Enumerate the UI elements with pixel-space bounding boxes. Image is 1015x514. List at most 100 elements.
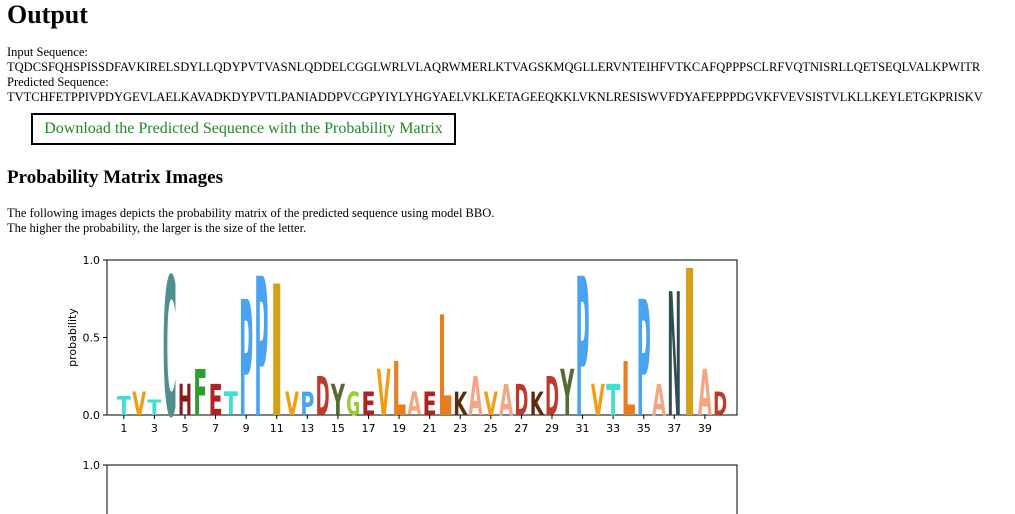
logo-letter: G xyxy=(346,386,360,423)
logo-letter: A xyxy=(407,386,421,423)
x-tick-label: 39 xyxy=(698,422,712,435)
x-tick-label: 9 xyxy=(243,422,250,435)
predicted-label: Predicted Sequence: xyxy=(7,75,109,89)
logo-column: I xyxy=(270,249,284,458)
logo-letter: H xyxy=(178,375,192,425)
logo-column: P xyxy=(576,240,590,461)
logo-column: L xyxy=(392,345,406,432)
logo-letter: Y xyxy=(330,375,345,425)
logo-column: D xyxy=(713,386,727,423)
logo-letter: A xyxy=(469,367,483,428)
x-tick-label: 13 xyxy=(300,422,314,435)
input-sequence: TQDCSFQHSPISSDFAVKIRELSDYLLQDYPVTVASNLQD… xyxy=(7,60,981,74)
section-title: Probability Matrix Images xyxy=(7,167,224,188)
predicted-sequence: TVTCHFETPPIVPDYGEVLAELKAVADKDYPVTLPANIAD… xyxy=(7,90,983,104)
logo-letter: D xyxy=(713,386,727,423)
x-tick-label: 33 xyxy=(606,422,620,435)
logo-column: L xyxy=(438,288,452,449)
logo-column: N xyxy=(667,258,681,456)
logo-column: V xyxy=(591,375,605,425)
logo-letter: P xyxy=(576,240,590,461)
logo-letter: V xyxy=(285,386,299,423)
logo-column: H xyxy=(178,375,192,425)
logo-column: A xyxy=(698,357,712,431)
logo-letter: V xyxy=(377,357,391,431)
logo-column: D xyxy=(545,367,559,428)
logo-letter: I xyxy=(270,249,284,458)
logo-letter: C xyxy=(163,240,177,461)
logo-column: V xyxy=(132,386,146,423)
logo-letter: L xyxy=(392,345,406,432)
logo-column: V xyxy=(285,386,299,423)
logo-letter: P xyxy=(300,386,314,423)
logo-column: A xyxy=(407,386,421,423)
input-label: Input Sequence: xyxy=(7,45,88,59)
x-tick-label: 29 xyxy=(545,422,559,435)
x-tick-label: 25 xyxy=(484,422,498,435)
logo-column: D xyxy=(514,375,528,425)
logo-column: F xyxy=(193,357,207,431)
logo-letter: A xyxy=(652,375,666,425)
x-tick-label: 7 xyxy=(212,422,219,435)
logo-letter: D xyxy=(545,367,559,428)
logo-letter: D xyxy=(316,367,330,428)
y-tick-label: 1.0 xyxy=(83,459,101,472)
logo-letter: T xyxy=(147,395,161,420)
logo-letter: V xyxy=(484,386,498,423)
logo-column: V xyxy=(377,357,391,431)
logo-column: T xyxy=(606,375,620,425)
download-button[interactable]: Download the Predicted Sequence with the… xyxy=(31,113,456,145)
logo-letter: L xyxy=(621,345,635,432)
logo-column: E xyxy=(423,386,437,423)
x-tick-label: 21 xyxy=(423,422,437,435)
logo-column: I xyxy=(683,240,697,463)
logo-letter: K xyxy=(453,386,468,423)
logo-column: Y xyxy=(560,357,575,431)
logo-letter: V xyxy=(591,375,605,425)
logo-column: T xyxy=(117,393,131,422)
x-tick-label: 23 xyxy=(453,422,467,435)
logo-column: T xyxy=(224,386,238,423)
x-tick-label: 1 xyxy=(120,422,127,435)
logo-letter: E xyxy=(423,386,437,423)
logo-column: A xyxy=(499,375,513,425)
logo-letter: P xyxy=(254,240,268,461)
logo-letter: I xyxy=(683,240,697,463)
logo-column: L xyxy=(621,345,635,432)
page-title: Output xyxy=(7,0,88,29)
logo-column: G xyxy=(346,386,360,423)
logo-column: P xyxy=(239,268,253,453)
logo-column: K xyxy=(453,386,468,423)
logo-column: Y xyxy=(330,375,345,425)
logo-column: D xyxy=(316,367,330,428)
logo-column: A xyxy=(469,367,483,428)
logo-letter: T xyxy=(606,375,620,425)
description-line: The higher the probability, the larger i… xyxy=(7,221,307,235)
logo-letter: F xyxy=(193,357,207,431)
logo-letter: A xyxy=(698,357,712,431)
x-tick-label: 5 xyxy=(181,422,188,435)
logo-letter: L xyxy=(438,288,452,449)
y-axis-label: probability xyxy=(66,308,79,367)
x-tick-label: 37 xyxy=(667,422,681,435)
x-tick-label: 19 xyxy=(392,422,406,435)
logo-letter: N xyxy=(667,258,681,456)
logo-column: T xyxy=(147,395,161,420)
logo-letter: A xyxy=(499,375,513,425)
logo-column: E xyxy=(361,386,375,423)
y-tick-label: 0.5 xyxy=(83,332,101,345)
logo-column: P xyxy=(637,268,651,453)
y-tick-label: 1.0 xyxy=(83,254,101,267)
logo-letter: T xyxy=(117,393,131,422)
logo-letter: V xyxy=(132,386,146,423)
logo-column: P xyxy=(254,240,268,461)
logo-letter: Y xyxy=(560,357,575,431)
logo-column: C xyxy=(163,240,177,461)
logo-column: V xyxy=(484,386,498,423)
x-tick-label: 27 xyxy=(514,422,528,435)
logo-column: E xyxy=(209,375,223,425)
logo-letter: E xyxy=(361,386,375,423)
description-line: The following images depicts the probabi… xyxy=(7,206,495,220)
